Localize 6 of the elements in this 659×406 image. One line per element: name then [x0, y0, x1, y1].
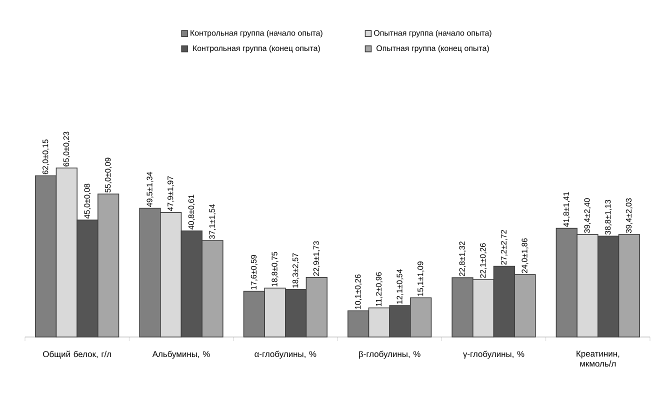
x-tick-label: α-глобулины, % — [254, 350, 316, 359]
x-tick-label: Альбумины, % — [152, 350, 210, 359]
x-tick-label: γ-глобулины, % — [463, 350, 524, 359]
x-tick-label: β-глобулины, % — [359, 350, 420, 359]
x-tick-label: Общий белок, г/л — [43, 350, 111, 359]
x-tick-label: Креатинин, мкмоль/л — [576, 350, 620, 367]
